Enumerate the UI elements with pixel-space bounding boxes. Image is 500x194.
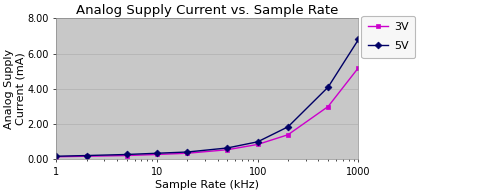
5V (154, 152, 160, 154)
Line: 3V: 3V (54, 65, 361, 159)
5V (325, 86, 331, 88)
3V (356, 67, 362, 69)
5V (84, 154, 89, 157)
Title: Analog Supply Current vs. Sample Rate: Analog Supply Current vs. Sample Rate (76, 4, 338, 17)
X-axis label: Sample Rate (kHz): Sample Rate (kHz) (156, 180, 260, 190)
3V (54, 156, 60, 158)
3V (154, 153, 160, 156)
5V (54, 155, 60, 157)
3V (285, 133, 291, 136)
5V (124, 153, 130, 156)
3V (124, 154, 130, 157)
Line: 5V: 5V (54, 37, 361, 159)
5V (254, 141, 260, 143)
5V (224, 147, 230, 149)
3V (84, 155, 89, 157)
Y-axis label: Analog Supply
Current (mA): Analog Supply Current (mA) (4, 49, 26, 129)
3V (224, 149, 230, 151)
3V (184, 152, 190, 154)
5V (285, 126, 291, 128)
Legend: 3V, 5V: 3V, 5V (362, 16, 415, 58)
3V (254, 143, 260, 146)
5V (184, 151, 190, 153)
5V (356, 38, 362, 41)
3V (325, 105, 331, 108)
